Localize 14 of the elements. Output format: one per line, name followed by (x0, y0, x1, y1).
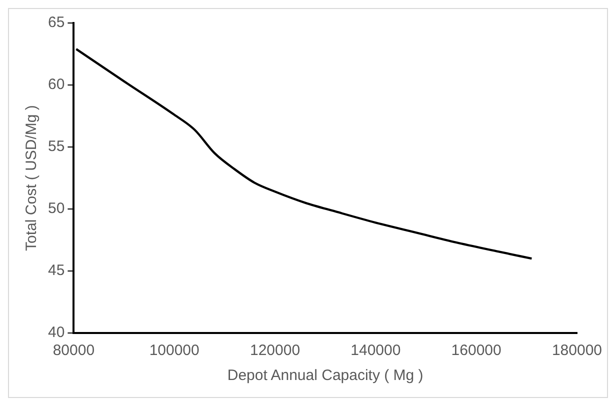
x-tick-label: 180000 (552, 342, 602, 360)
x-axis-title: Depot Annual Capacity ( Mg ) (227, 367, 424, 384)
y-tick-label: 60 (48, 76, 65, 94)
y-tick-label: 50 (48, 200, 65, 218)
x-tick-label: 80000 (52, 342, 95, 360)
x-tick-label: 160000 (451, 342, 502, 360)
x-tick-label: 120000 (250, 342, 300, 360)
x-tick-label: 140000 (350, 342, 401, 360)
x-tick-label: 100000 (149, 342, 200, 360)
y-axis-title: Total Cost ( USD/Mg ) (23, 105, 40, 251)
y-tick-label: 40 (48, 324, 65, 342)
y-tick-label: 65 (48, 14, 65, 32)
y-tick-label: 55 (48, 138, 65, 156)
y-tick-label: 45 (48, 262, 65, 280)
